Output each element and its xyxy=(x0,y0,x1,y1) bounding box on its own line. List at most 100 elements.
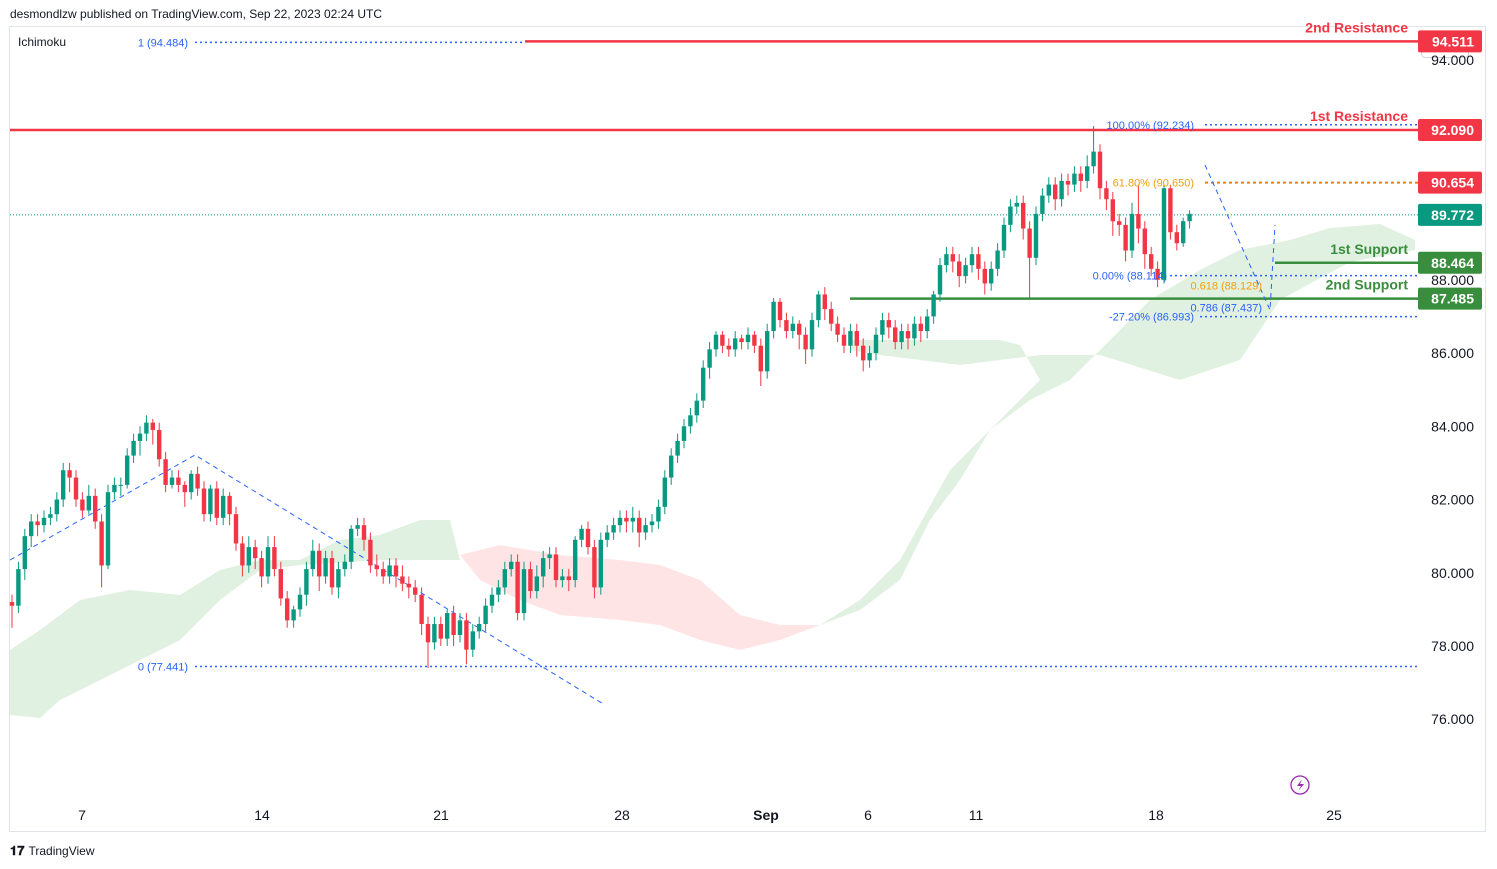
candle-body xyxy=(336,569,341,588)
lightning-icon[interactable] xyxy=(1290,775,1310,795)
candle-body xyxy=(829,309,834,324)
footer: 𝟏𝟕 TradingView xyxy=(10,843,95,859)
candle-body xyxy=(560,576,565,581)
candle-body xyxy=(73,477,79,500)
candle-body xyxy=(176,477,181,485)
candle-body xyxy=(925,316,930,332)
candle-body xyxy=(150,422,155,430)
candle-body xyxy=(1097,151,1103,189)
tradingview-logo-icon[interactable]: 𝟏𝟕 xyxy=(10,843,25,858)
candle-body xyxy=(285,598,290,621)
candle-body xyxy=(1174,232,1179,244)
candle-body xyxy=(22,536,27,570)
candle-body xyxy=(765,331,770,372)
candle-body xyxy=(54,499,59,515)
axes: 94.000 88.000 86.000 84.000 82.000 80.000 78.0… xyxy=(78,52,1474,823)
fib-label-neg272: -27.20% (86.993) xyxy=(1109,312,1194,324)
candle-body xyxy=(649,521,655,526)
candle-body xyxy=(112,484,117,493)
candle-body xyxy=(553,554,559,581)
candle-body xyxy=(1142,228,1147,255)
candle-body xyxy=(182,484,187,493)
candle-body xyxy=(438,624,443,639)
candle-body xyxy=(669,455,674,478)
candle-body xyxy=(937,265,943,295)
candle-body xyxy=(304,569,309,595)
candle-body xyxy=(1123,224,1128,251)
candle-body xyxy=(822,294,827,310)
candle-body xyxy=(137,433,143,441)
candle-body xyxy=(931,294,936,317)
candle-body xyxy=(169,477,175,485)
candle-body xyxy=(592,547,597,588)
candle-body xyxy=(374,565,379,570)
cloud-bullish-left xyxy=(10,520,460,718)
y-tick-label: 76.000 xyxy=(1431,711,1474,727)
candle-body xyxy=(35,521,40,526)
candle-body xyxy=(323,558,328,577)
candle-body xyxy=(752,334,757,346)
candle-body xyxy=(387,565,392,577)
y-tick-label: 88.000 xyxy=(1431,272,1474,288)
fib-label-bottom: 0 (77.441) xyxy=(138,661,188,673)
candle-body xyxy=(93,495,98,522)
candle-body xyxy=(707,349,712,368)
candle-body xyxy=(521,569,527,614)
price-box-text: 88.464 xyxy=(1431,255,1474,271)
candle-body xyxy=(1033,213,1039,258)
candle-body xyxy=(1129,213,1135,251)
candle-body xyxy=(451,613,456,636)
candle-body xyxy=(1187,213,1192,222)
candle-body xyxy=(816,294,821,321)
candle-body xyxy=(643,525,648,533)
candle-body xyxy=(637,517,642,533)
candle-body xyxy=(835,323,840,335)
candle-body xyxy=(464,620,469,650)
label-2nd-resistance: 2nd Resistance xyxy=(1305,19,1408,35)
candle-body xyxy=(329,558,335,588)
candle-body xyxy=(880,320,885,335)
ichimoku-cloud xyxy=(10,224,1415,718)
candle-body xyxy=(1085,166,1090,181)
candle-body xyxy=(48,514,53,518)
brand-name: TradingView xyxy=(28,844,95,858)
candle-body xyxy=(406,583,411,588)
candle-body xyxy=(163,459,168,485)
indicator-label[interactable]: Ichimoku xyxy=(18,35,67,49)
level-labels: 1 (94.484) 0 (77.441) 100.00% (92.234) 61.8… xyxy=(138,19,1482,673)
candle-body xyxy=(342,561,347,570)
candle-body xyxy=(656,506,661,522)
candle-body xyxy=(208,488,213,515)
candle-body xyxy=(1104,188,1109,200)
candle-body xyxy=(989,268,994,284)
candle-body xyxy=(694,400,699,416)
cloud-bullish-right xyxy=(820,224,1415,625)
candle-body xyxy=(630,517,635,522)
price-box-87.485 xyxy=(1418,287,1482,310)
candle-body xyxy=(1001,224,1007,251)
candle-body xyxy=(1155,268,1160,280)
candle-body xyxy=(355,525,360,529)
candle-body xyxy=(899,331,904,343)
x-tick-label: 14 xyxy=(254,807,270,823)
candle-body xyxy=(496,587,501,595)
candle-body xyxy=(976,254,981,269)
candle-body xyxy=(605,532,610,540)
candle-body xyxy=(1181,221,1186,244)
candle-body xyxy=(1161,188,1167,280)
candle-body xyxy=(585,528,591,548)
candle-body xyxy=(886,320,891,328)
candle-body xyxy=(419,594,424,625)
candle-body xyxy=(803,334,808,350)
candle-body xyxy=(573,539,578,581)
candle-body xyxy=(713,334,719,350)
candle-body xyxy=(995,250,1000,269)
candle-body xyxy=(349,528,354,562)
candle-body xyxy=(841,334,847,346)
candle-body xyxy=(1040,195,1045,214)
candle-body xyxy=(784,320,789,332)
candle-body xyxy=(912,323,917,339)
price-box-text: 87.485 xyxy=(1431,291,1474,307)
x-tick-label: 6 xyxy=(864,807,872,823)
